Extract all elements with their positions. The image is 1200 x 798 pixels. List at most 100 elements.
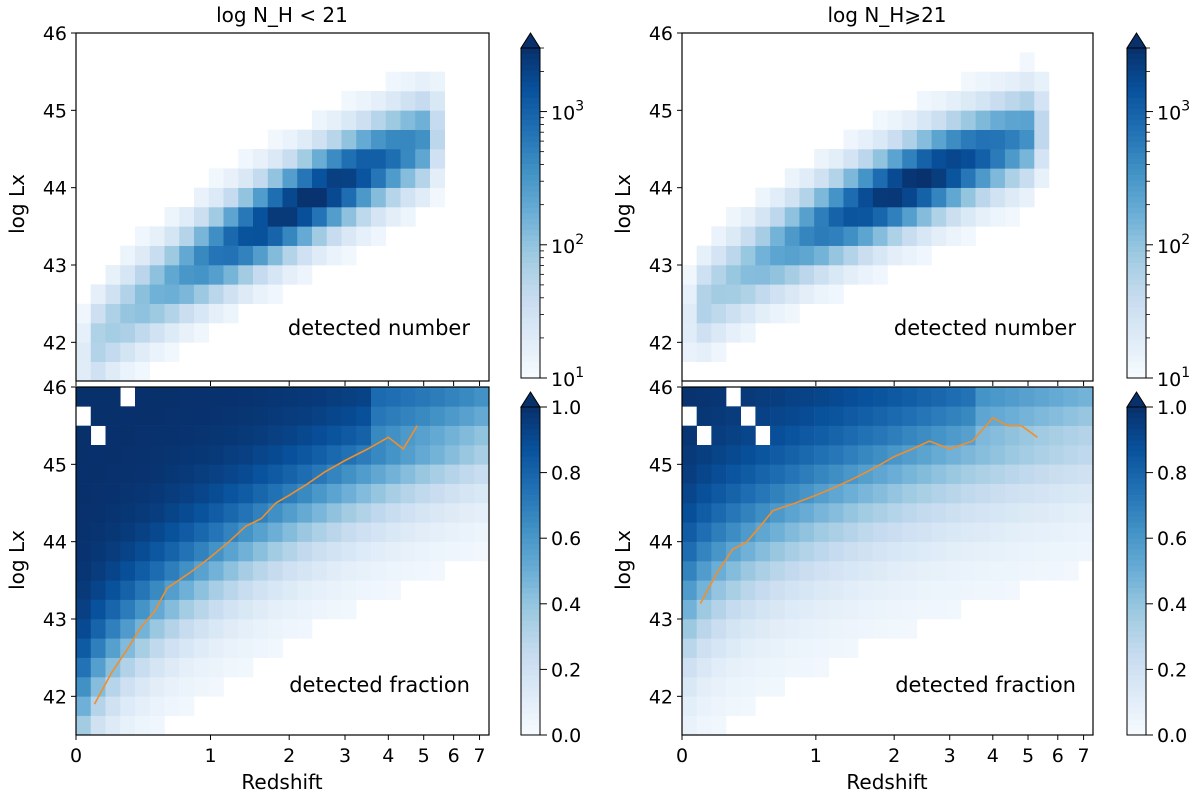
colorbar-tick-label: 0.8	[1157, 463, 1187, 485]
heatmap-cell	[858, 522, 874, 542]
heatmap-cell	[887, 187, 903, 208]
heatmap-cell	[740, 599, 756, 620]
heatmap-cell	[872, 387, 888, 407]
y-tick-label: 44	[649, 532, 673, 554]
colorbar-segment	[521, 147, 540, 153]
colorbar-segment	[521, 499, 540, 506]
heatmap-cell	[253, 425, 269, 446]
heatmap-cell	[828, 561, 844, 581]
heatmap-cell	[444, 522, 460, 542]
heatmap-cell	[682, 657, 697, 678]
heatmap-cell	[1019, 168, 1035, 188]
heatmap-cell	[755, 207, 771, 227]
heatmap-cell	[1078, 541, 1094, 562]
heatmap-cell	[755, 265, 771, 285]
colorbar-segment	[521, 592, 540, 599]
heatmap-cell	[253, 406, 269, 426]
heatmap-cell	[194, 541, 210, 562]
heatmap-cell	[1004, 110, 1020, 130]
heatmap-cell	[385, 425, 401, 446]
heatmap-cell	[814, 406, 830, 426]
heatmap-cell	[415, 168, 431, 188]
heatmap-cell	[902, 580, 918, 600]
heatmap-cell	[843, 245, 859, 266]
heatmap-cell	[444, 541, 460, 562]
colorbar-segment	[521, 180, 540, 186]
heatmap-cell	[267, 226, 283, 246]
heatmap-cell	[135, 561, 151, 581]
heatmap-cell	[726, 619, 742, 639]
heatmap-cell	[887, 580, 903, 600]
colorbar-segment	[1127, 158, 1146, 164]
colorbar-tick-label: 0.0	[1157, 725, 1187, 747]
heatmap-cell	[385, 91, 401, 111]
heatmap-cell	[784, 464, 800, 484]
heatmap-cell	[267, 129, 283, 150]
heatmap-cell	[1019, 406, 1035, 426]
heatmap-cell	[105, 503, 121, 523]
annotation-detected-number-left: detected number	[288, 316, 470, 340]
colorbar-segment	[521, 185, 540, 192]
colorbar-bottom-left: 0.0 0.2 0.4 0.6 0.8 1.0	[520, 391, 581, 747]
heatmap-cell	[755, 226, 771, 246]
heatmap-cell	[990, 187, 1006, 208]
heatmap-cell	[770, 522, 786, 542]
heatmap-cell	[960, 561, 976, 581]
heatmap-cell	[253, 265, 269, 285]
heatmap-cell	[267, 245, 283, 266]
heatmap-cell	[149, 265, 165, 285]
heatmap-cell	[253, 284, 269, 304]
heatmap-cell	[297, 425, 313, 446]
heatmap-cell	[784, 541, 800, 562]
heatmap-cell	[326, 245, 342, 266]
colorbar-segment	[521, 367, 540, 373]
heatmap-cell	[916, 503, 932, 523]
heatmap-cell	[149, 445, 165, 465]
colorbar-segment	[1127, 334, 1146, 340]
colorbar-segment	[1127, 136, 1146, 142]
heatmap-cell	[858, 599, 874, 620]
y-axis-label-bottom-right: log Lx	[611, 530, 635, 590]
heatmap-cell	[770, 580, 786, 600]
heatmap-cell	[843, 387, 859, 407]
heatmap-cell	[799, 168, 815, 188]
heatmap-cell	[784, 425, 800, 446]
heatmap-cell	[312, 483, 328, 504]
heatmap-cell	[312, 168, 328, 188]
heatmap-cell	[208, 425, 224, 446]
colorbar-segment	[521, 417, 540, 424]
heatmap-cell	[135, 541, 151, 562]
heatmap-cell	[194, 619, 210, 639]
heatmap-cell	[105, 657, 121, 678]
heatmap-cell	[326, 226, 342, 246]
heatmap-cell	[916, 541, 932, 562]
heatmap-cell	[975, 561, 991, 581]
heatmap-cell	[814, 149, 830, 169]
colorbar-segment	[1127, 141, 1146, 148]
colorbar-segment	[1127, 81, 1146, 87]
heatmap-cell	[459, 522, 475, 542]
heatmap-cell	[960, 187, 976, 208]
heatmap-cell	[400, 541, 416, 562]
heatmap-cell	[415, 110, 431, 130]
heatmap-cell	[297, 406, 313, 426]
heatmap-cell	[90, 387, 106, 407]
heatmap-cell	[267, 187, 283, 208]
heatmap-cell	[253, 522, 269, 542]
colorbar-segment	[1127, 251, 1146, 258]
colorbar-segment	[1127, 372, 1146, 379]
colorbar-segment	[1127, 663, 1146, 670]
x-tick-label: 6	[448, 745, 460, 767]
heatmap-cell	[799, 657, 815, 678]
colorbar-segment	[1127, 169, 1146, 175]
colorbar-segment	[521, 625, 540, 632]
heatmap-cell	[90, 483, 106, 504]
colorbar-tick-label: 0.4	[551, 594, 581, 616]
colorbar-segment	[521, 636, 540, 643]
colorbar-segment	[521, 549, 540, 556]
heatmap-cell	[916, 207, 932, 227]
heatmap-cell	[238, 541, 254, 562]
heatmap-cell	[415, 187, 431, 208]
heatmap-cell	[326, 425, 342, 446]
